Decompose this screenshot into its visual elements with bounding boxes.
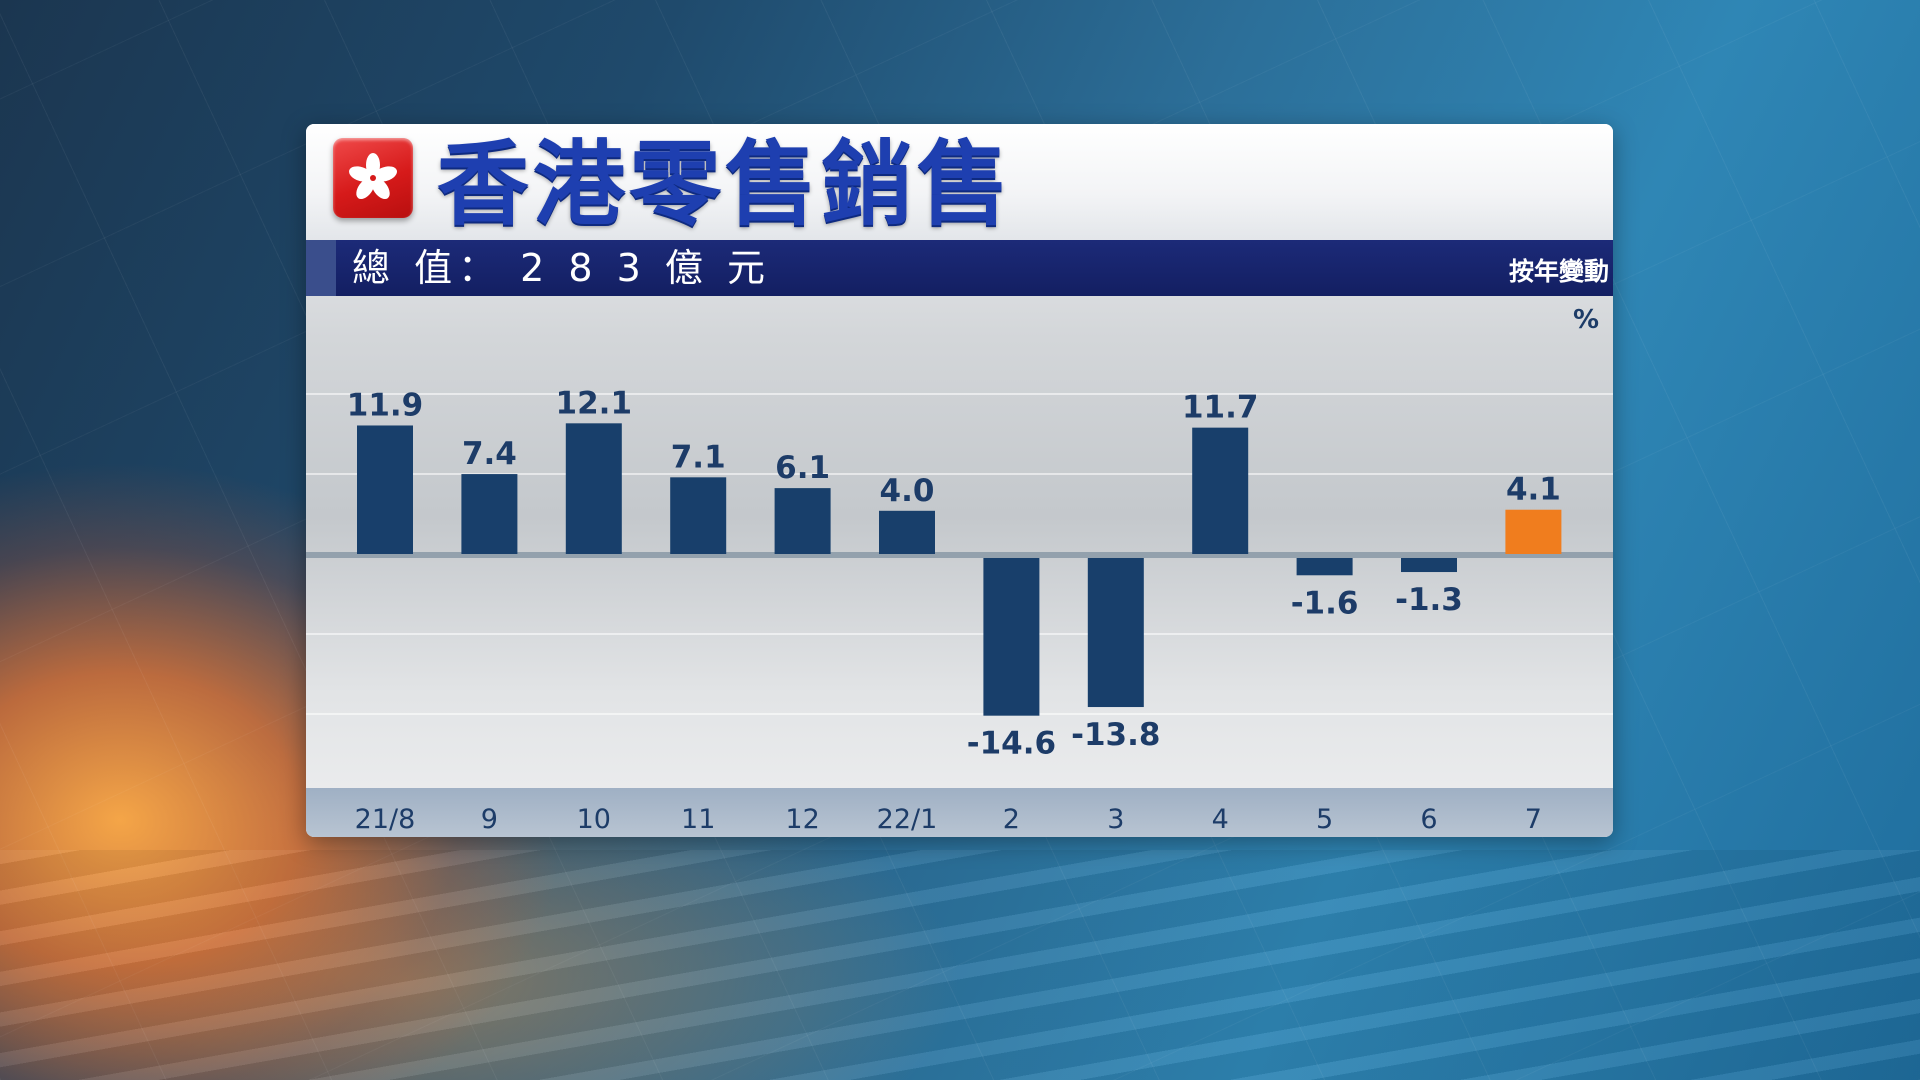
x-tick-label: 7 (1525, 804, 1542, 835)
background-floor (0, 850, 1920, 1080)
value-label: -1.3 (1395, 582, 1463, 618)
value-label: 7.1 (671, 439, 726, 475)
bars (357, 423, 1562, 716)
bar (357, 425, 413, 554)
bar-highlight (1505, 509, 1562, 554)
value-label: 11.7 (1182, 390, 1259, 426)
bar-chart: 11.9 7.4 12.1 7.1 6.1 4.0 -14.6 -13.8 11.7 -1.6 -1… (306, 305, 1613, 835)
x-tick-label: 22/1 (877, 804, 938, 835)
value-label: 11.9 (347, 387, 424, 423)
x-tick-label: 6 (1420, 804, 1437, 835)
x-tick-label: 2 (1003, 804, 1020, 835)
bar (774, 488, 831, 554)
zero-line (306, 552, 1613, 558)
bar (461, 474, 518, 554)
title-band: 香港零售銷售 (306, 124, 1613, 240)
value-label: -14.6 (967, 726, 1056, 762)
grid-lines (306, 393, 1613, 715)
x-tick-label: 4 (1212, 804, 1229, 835)
x-tick-labels: 21/8 9 10 11 12 22/1 2 3 4 5 6 7 (355, 804, 1542, 835)
value-label: -13.8 (1071, 717, 1160, 753)
value-label: 7.4 (462, 436, 517, 472)
bar (1296, 558, 1353, 576)
bar (1192, 427, 1249, 554)
yoy-change-label: 按年變動 (1508, 257, 1609, 286)
hk-flag-icon (333, 138, 413, 218)
x-tick-label: 11 (681, 804, 715, 835)
unit-label: % (1573, 305, 1599, 335)
bar (983, 558, 1040, 716)
bar (565, 423, 622, 554)
value-label: 6.1 (775, 450, 830, 486)
page-title: 香港零售銷售 (437, 131, 1014, 238)
total-value-label: 總 值： 2 8 3 億 元 (352, 246, 772, 290)
value-labels: 11.9 7.4 12.1 7.1 6.1 4.0 -14.6 -13.8 11.7 -1.6 -1… (347, 385, 1561, 761)
info-bar-accent (306, 240, 336, 296)
value-label: 4.0 (880, 473, 935, 509)
chart-panel: 香港零售銷售 總 值： 2 8 3 億 元 按年變動 11.9 7.4 12.1 7.… (306, 124, 1613, 837)
x-axis-band (306, 788, 1613, 837)
x-tick-label: 3 (1107, 804, 1124, 835)
value-label: 4.1 (1506, 472, 1561, 508)
x-tick-label: 9 (481, 804, 498, 835)
bar (1087, 558, 1144, 708)
bar (879, 510, 935, 554)
bar (1401, 558, 1457, 573)
x-tick-label: 21/8 (355, 804, 416, 835)
x-tick-label: 5 (1316, 804, 1333, 835)
info-bar: 總 值： 2 8 3 億 元 按年變動 (306, 240, 1613, 296)
value-label: -1.6 (1291, 585, 1359, 621)
x-tick-label: 12 (785, 804, 819, 835)
bar (670, 477, 727, 554)
value-label: 12.1 (556, 385, 633, 421)
x-tick-label: 10 (577, 804, 611, 835)
